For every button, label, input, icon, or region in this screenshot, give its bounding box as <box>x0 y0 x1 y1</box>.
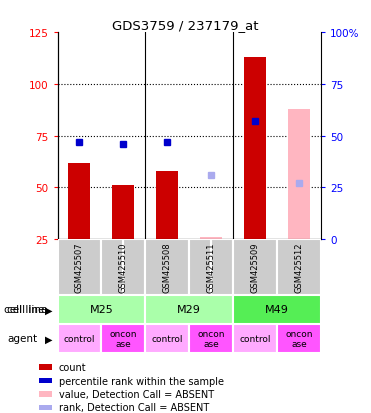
Bar <box>189 324 233 353</box>
Text: percentile rank within the sample: percentile rank within the sample <box>59 376 224 386</box>
Text: M49: M49 <box>265 305 289 315</box>
Bar <box>101 324 145 353</box>
Text: control: control <box>239 334 271 343</box>
Bar <box>277 240 321 295</box>
Text: oncon
ase: oncon ase <box>197 329 225 348</box>
Bar <box>145 295 233 324</box>
Bar <box>145 240 189 295</box>
Text: ▶: ▶ <box>45 334 52 344</box>
Text: GSM425510: GSM425510 <box>119 242 128 292</box>
Text: GSM425507: GSM425507 <box>75 242 84 293</box>
Text: oncon
ase: oncon ase <box>285 329 313 348</box>
Bar <box>189 240 233 295</box>
Text: agent: agent <box>7 334 37 344</box>
Text: GSM425508: GSM425508 <box>163 242 172 293</box>
Bar <box>233 295 321 324</box>
Bar <box>288 109 310 240</box>
Bar <box>39 391 52 397</box>
Bar <box>156 171 178 240</box>
Text: GDS3759 / 237179_at: GDS3759 / 237179_at <box>112 19 259 31</box>
Text: oncon
ase: oncon ase <box>109 329 137 348</box>
Bar <box>233 240 277 295</box>
Text: GSM425511: GSM425511 <box>207 242 216 292</box>
Bar <box>277 324 321 353</box>
Bar <box>145 324 189 353</box>
Text: control: control <box>64 334 95 343</box>
Bar <box>244 58 266 240</box>
Text: count: count <box>59 362 86 372</box>
Bar <box>58 324 101 353</box>
Text: control: control <box>151 334 183 343</box>
Text: rank, Detection Call = ABSENT: rank, Detection Call = ABSENT <box>59 402 209 413</box>
Bar <box>101 240 145 295</box>
Bar <box>200 237 222 240</box>
Text: M29: M29 <box>177 305 201 315</box>
Bar <box>39 365 52 370</box>
Text: cell line: cell line <box>7 305 48 315</box>
Text: M25: M25 <box>89 305 113 315</box>
Bar <box>233 324 277 353</box>
Bar <box>58 240 101 295</box>
Text: ▶: ▶ <box>45 305 52 315</box>
Bar <box>39 378 52 383</box>
Bar <box>58 295 145 324</box>
Bar <box>69 163 91 240</box>
Bar <box>39 405 52 410</box>
Text: cell line: cell line <box>4 305 44 315</box>
Text: value, Detection Call = ABSENT: value, Detection Call = ABSENT <box>59 389 214 399</box>
Text: GSM425509: GSM425509 <box>250 242 260 292</box>
Text: GSM425512: GSM425512 <box>295 242 303 292</box>
Bar <box>112 186 134 240</box>
